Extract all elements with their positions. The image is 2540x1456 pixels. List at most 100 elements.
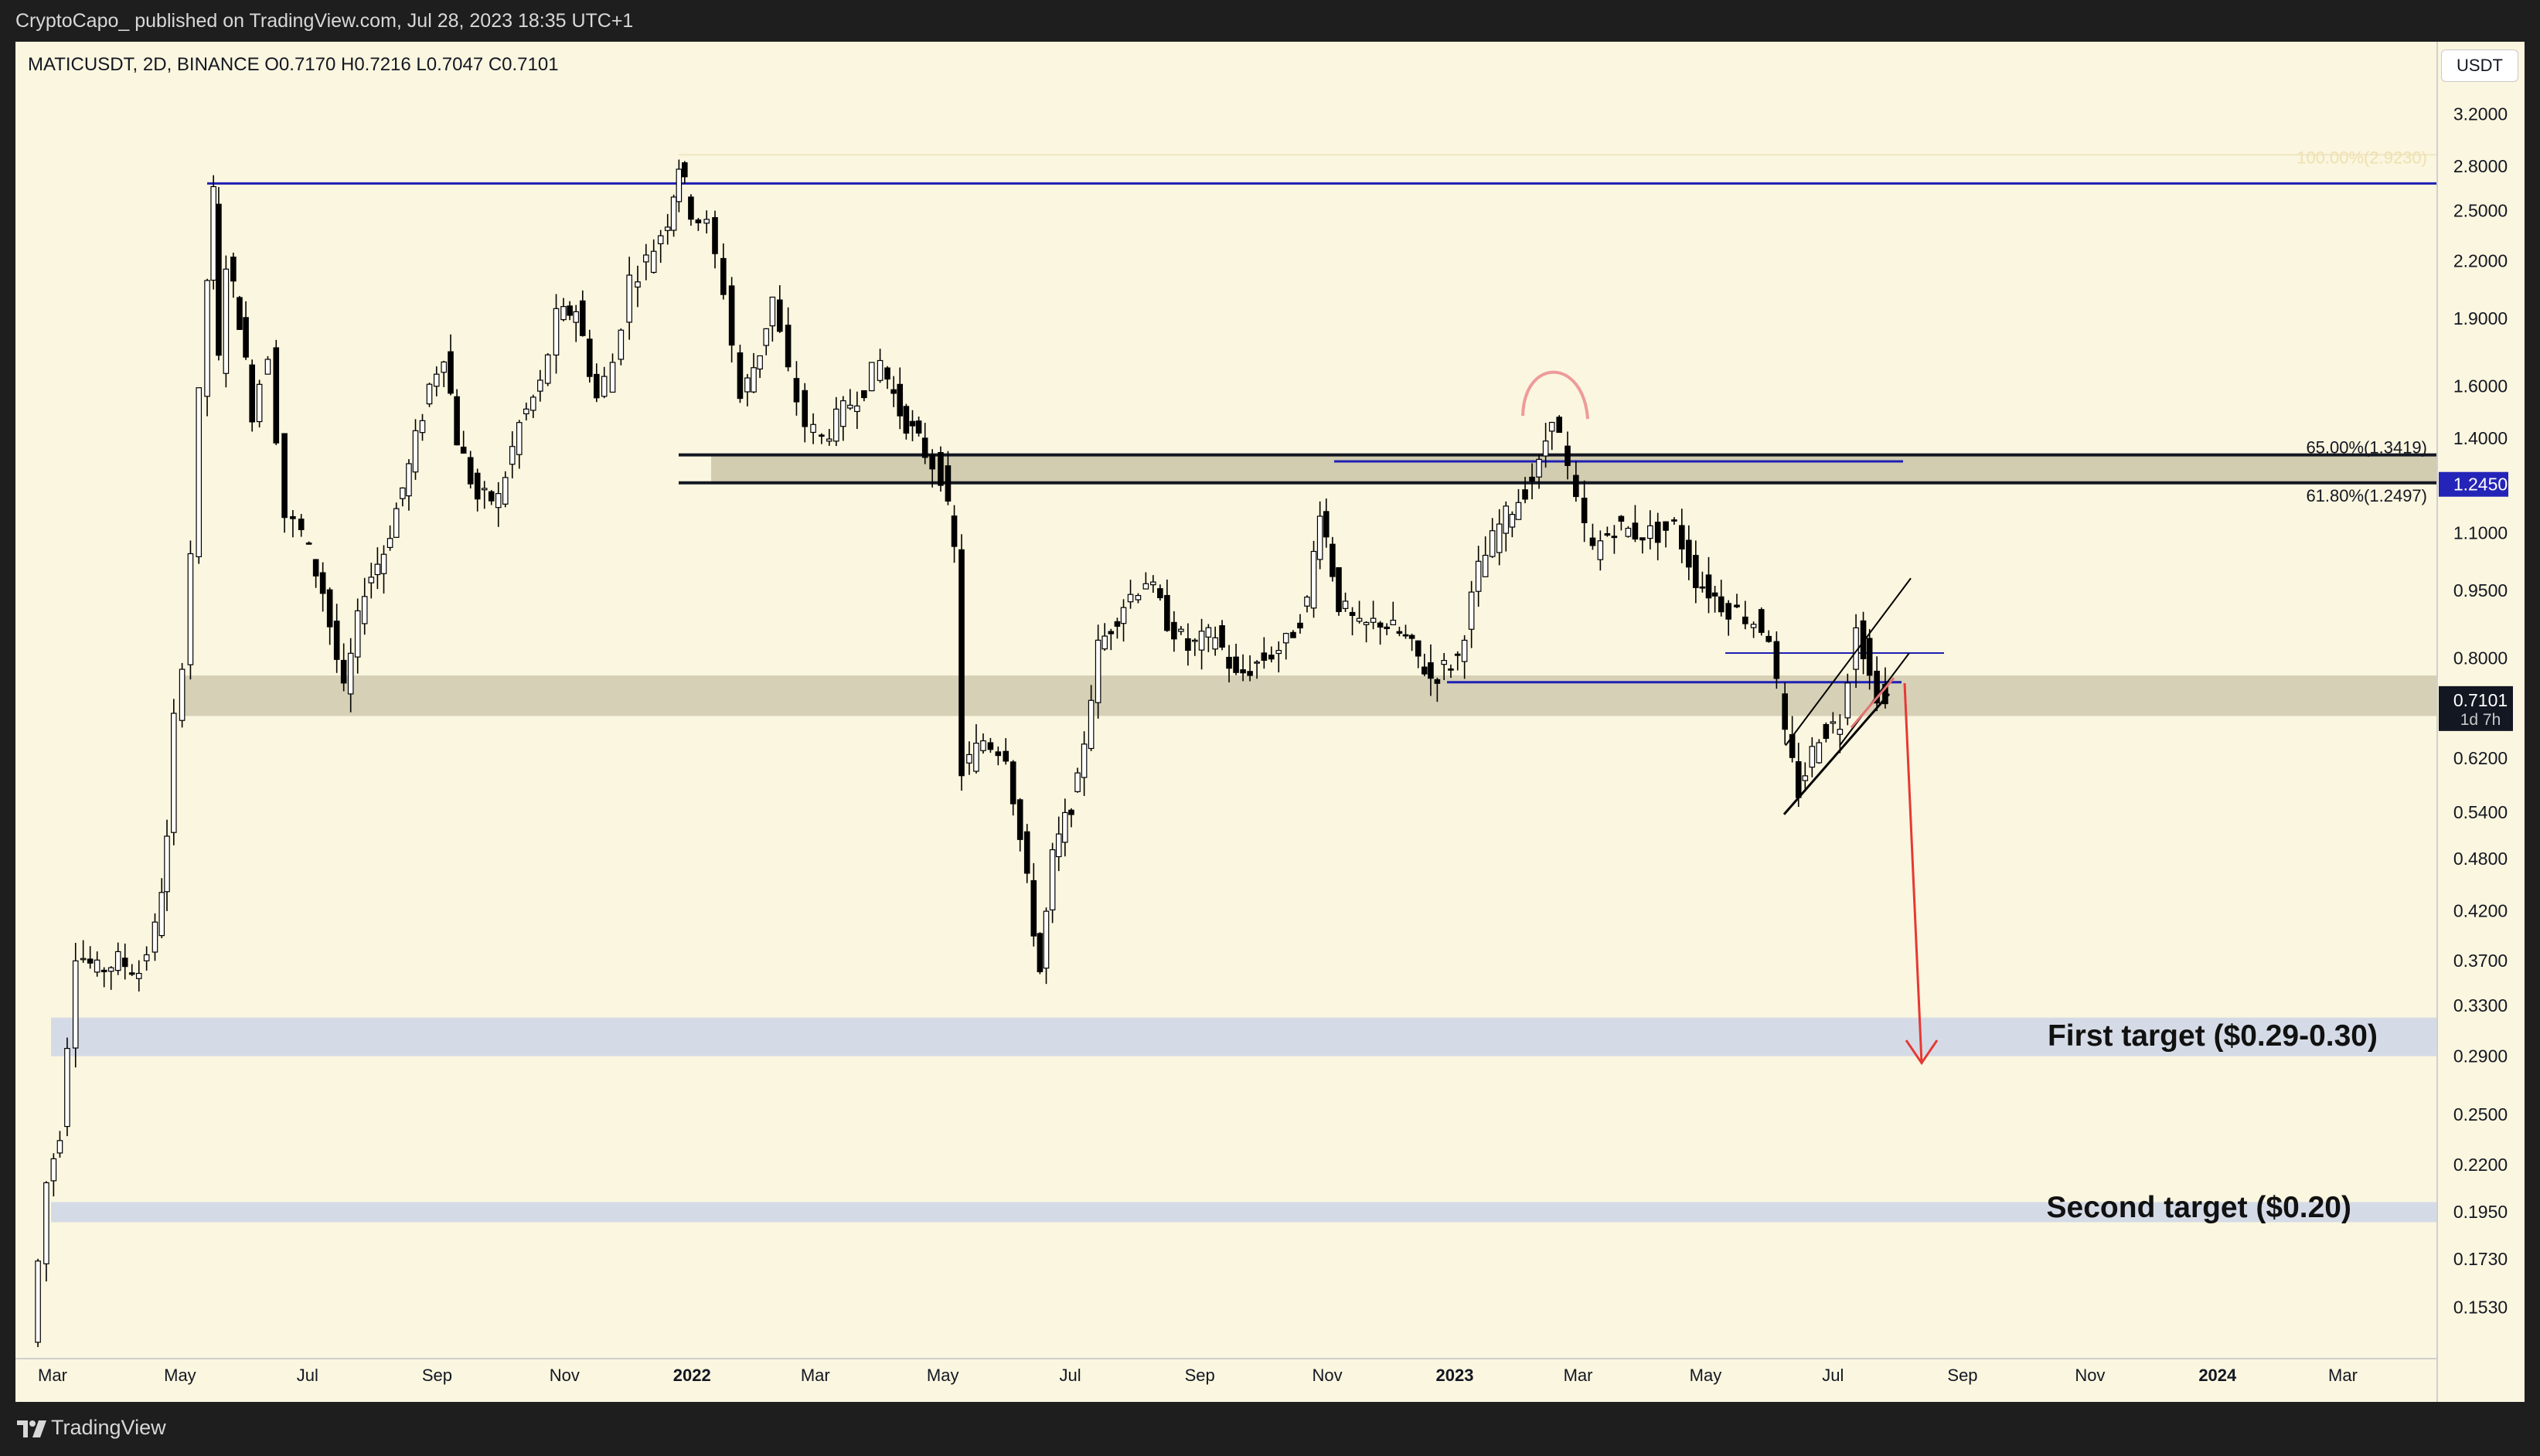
candle-up <box>135 972 142 979</box>
candle-up <box>1809 746 1816 768</box>
candle-down <box>1114 621 1121 627</box>
candle-up <box>50 1158 57 1182</box>
candle-up <box>380 553 387 574</box>
candle-up <box>537 379 543 392</box>
y-tick-label: 1.1000 <box>2453 523 2508 543</box>
candle-down <box>1765 635 1772 642</box>
x-tick-label: Jul <box>1060 1366 1081 1385</box>
candle-up <box>368 577 375 583</box>
candle-up <box>670 196 677 231</box>
candle-down <box>915 420 922 434</box>
candle-up <box>1198 631 1205 651</box>
candle-up <box>1515 502 1522 520</box>
candle-down <box>1408 634 1415 639</box>
candle-down <box>340 659 347 684</box>
candle-down <box>312 559 319 577</box>
candle-up <box>347 652 354 695</box>
candle-up <box>1049 849 1056 910</box>
candle-up <box>1101 635 1108 650</box>
fib-label-65: 65.00%(1.3419) <box>2306 438 2427 458</box>
candle-down <box>467 457 474 485</box>
first-target-zone <box>51 1017 2436 1056</box>
candle-up <box>1363 621 1370 625</box>
candle-up <box>210 185 216 281</box>
candle-up <box>412 430 419 473</box>
support-zone <box>179 675 2436 716</box>
candle-up <box>626 274 632 323</box>
candle-up <box>393 508 400 538</box>
candle-down <box>1522 489 1528 500</box>
candle-down <box>1422 666 1428 675</box>
candle-down <box>793 378 800 403</box>
candle-down <box>1219 625 1225 648</box>
candle-up <box>1844 682 1851 719</box>
candle-up <box>847 404 853 409</box>
marker-price-box <box>2439 471 2508 497</box>
candle-down <box>567 305 573 316</box>
footer-brand: TradingView <box>51 1416 166 1439</box>
candle-up <box>152 921 158 953</box>
candle-up <box>854 405 860 413</box>
candle-down <box>819 434 825 437</box>
candle-up <box>1482 554 1489 577</box>
candle-down <box>1705 574 1712 599</box>
candle-down <box>460 447 467 454</box>
candle-up <box>523 408 529 415</box>
candle-up <box>64 1048 70 1128</box>
candle-down <box>1573 475 1579 498</box>
candle-up <box>1191 639 1198 642</box>
candle-down <box>1434 679 1441 684</box>
candle-up <box>196 387 203 557</box>
candle-down <box>1795 760 1802 798</box>
candle-up <box>35 1260 41 1343</box>
candle-down <box>1679 525 1685 549</box>
candle-down <box>488 491 495 502</box>
candle-down <box>728 285 735 346</box>
candle-down <box>1725 603 1731 620</box>
candle-up <box>426 383 433 405</box>
candle-down <box>995 751 1002 757</box>
candle-down <box>1297 622 1303 629</box>
candle-up <box>1548 421 1555 432</box>
x-tick-label: Jul <box>297 1366 318 1385</box>
candle-up <box>553 308 560 356</box>
candle-down <box>1699 586 1706 589</box>
candle-down <box>1037 933 1044 972</box>
candle-up <box>171 713 177 833</box>
publish-bar: CryptoCapo_ published on TradingView.com… <box>0 0 2540 42</box>
candle-up <box>1370 617 1377 623</box>
candle-up <box>980 740 986 751</box>
candle-up <box>1062 811 1068 843</box>
currency-button[interactable]: USDT <box>2441 49 2518 82</box>
candle-down <box>243 317 249 358</box>
candle-down <box>1384 626 1390 630</box>
candle-up <box>354 610 361 658</box>
candle-down <box>777 299 783 332</box>
candle-down <box>921 437 928 458</box>
x-tick-label: Mar <box>2328 1366 2358 1385</box>
candle-down <box>861 390 867 399</box>
candle-down <box>1693 555 1699 588</box>
x-tick-label: Sep <box>422 1366 452 1385</box>
marker-price-label: 1.2450 <box>2453 475 2508 495</box>
candle-down <box>319 572 326 594</box>
candle-up <box>973 743 979 772</box>
candle-up <box>1310 550 1317 609</box>
chart-frame <box>15 42 2525 1402</box>
candle-down <box>448 351 454 394</box>
candle-up <box>1055 833 1062 858</box>
candle-down <box>1663 521 1669 531</box>
candle-down <box>688 196 694 220</box>
candle-down <box>1164 594 1170 631</box>
candle-up <box>179 668 186 721</box>
candle-down <box>333 621 340 660</box>
candle-up <box>544 354 551 384</box>
candle-down <box>1866 638 1873 676</box>
candle-down <box>1529 476 1535 481</box>
candle-up <box>72 960 79 1049</box>
candle-down <box>1023 831 1030 874</box>
candle-down <box>1589 537 1596 546</box>
candle-up <box>1043 910 1050 969</box>
last-price-box <box>2439 685 2513 731</box>
